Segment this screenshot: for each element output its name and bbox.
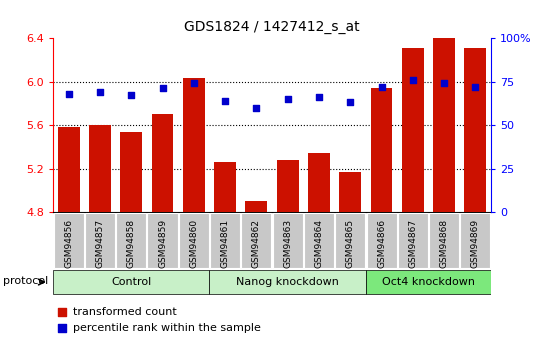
Point [252,105,261,110]
Point [440,80,449,86]
Point [158,86,167,91]
Point [283,96,292,102]
Bar [433,38,455,212]
Bar [121,131,142,212]
Text: GSM94869: GSM94869 [471,219,480,268]
Bar [398,213,428,268]
Bar [209,270,366,294]
Point [189,80,198,86]
Point [471,84,480,89]
Bar [147,213,177,268]
Text: GSM94861: GSM94861 [220,219,229,268]
Bar [210,213,240,268]
Text: GSM94860: GSM94860 [189,219,198,268]
Bar [116,213,146,268]
Bar [371,88,392,212]
Text: percentile rank within the sample: percentile rank within the sample [73,323,261,333]
Bar [464,48,487,212]
Point [95,89,104,95]
Text: transformed count: transformed count [73,307,176,316]
Bar [367,213,397,268]
Text: GSM94865: GSM94865 [346,219,355,268]
Bar [402,48,424,212]
Bar [57,127,80,212]
Text: GSM94863: GSM94863 [283,219,292,268]
Bar [339,172,361,212]
Point [377,84,386,89]
Bar [183,78,205,212]
Text: GSM94859: GSM94859 [158,219,167,268]
Bar [429,213,459,268]
Bar [54,213,84,268]
Point [64,91,73,97]
Bar [366,270,491,294]
Text: GSM94856: GSM94856 [64,219,73,268]
Text: GSM94867: GSM94867 [408,219,417,268]
Bar [179,213,209,268]
Point [346,100,355,105]
Text: GSM94864: GSM94864 [315,219,324,268]
Bar [246,201,267,212]
Bar [308,154,330,212]
Text: Control: Control [111,277,151,287]
Point [127,93,136,98]
Point [57,325,66,331]
Text: GSM94858: GSM94858 [127,219,136,268]
Point [57,309,66,314]
Bar [242,213,271,268]
Bar [273,213,302,268]
Text: GSM94857: GSM94857 [95,219,104,268]
Text: GSM94866: GSM94866 [377,219,386,268]
Text: protocol: protocol [3,276,48,286]
Point [220,98,229,104]
Text: GSM94862: GSM94862 [252,219,261,268]
Bar [152,114,174,212]
Bar [53,270,209,294]
Title: GDS1824 / 1427412_s_at: GDS1824 / 1427412_s_at [184,20,360,34]
Bar [277,160,299,212]
Text: GSM94868: GSM94868 [440,219,449,268]
Bar [460,213,490,268]
Bar [335,213,365,268]
Point [408,77,417,82]
Bar [304,213,334,268]
Bar [214,162,236,212]
Bar [89,125,111,212]
Bar [85,213,115,268]
Text: Nanog knockdown: Nanog knockdown [236,277,339,287]
Text: Oct4 knockdown: Oct4 knockdown [382,277,475,287]
Point [315,95,324,100]
